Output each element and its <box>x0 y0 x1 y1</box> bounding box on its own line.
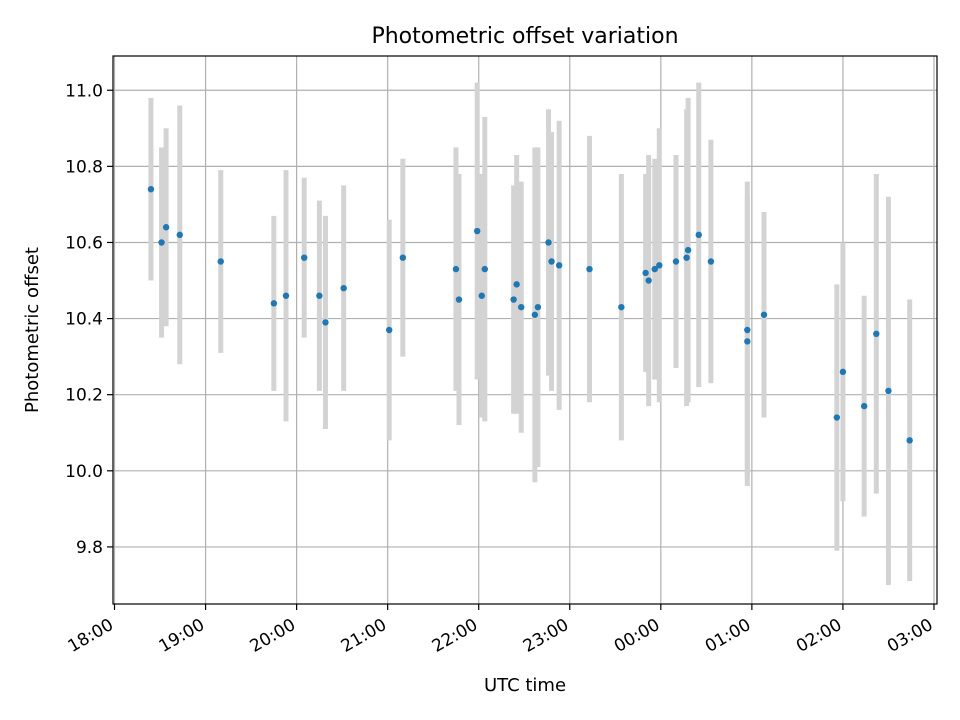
data-point <box>744 326 751 334</box>
x-tick-label: 00:00 <box>611 615 663 657</box>
data-point <box>586 265 593 273</box>
data-point <box>481 265 488 273</box>
data-point <box>906 437 913 444</box>
x-tick-label: 02:00 <box>793 615 845 657</box>
data-point <box>158 239 165 246</box>
data-point <box>684 246 692 254</box>
data-point <box>860 402 868 410</box>
x-axis-label: UTC time <box>484 675 566 696</box>
data-point <box>618 303 625 311</box>
y-tick-label: 10.2 <box>65 386 103 406</box>
y-tick-label: 10.4 <box>65 310 103 330</box>
data-point <box>833 414 841 421</box>
data-point <box>534 303 542 311</box>
data-point <box>322 319 329 326</box>
y-tick-label: 11.0 <box>65 81 103 101</box>
data-point <box>651 265 658 273</box>
data-point <box>707 258 715 265</box>
data-point <box>510 296 517 303</box>
x-tick-label: 20:00 <box>247 615 299 657</box>
data-point <box>385 326 393 334</box>
data-point <box>683 254 690 261</box>
data-point <box>645 277 652 284</box>
data-point <box>176 231 183 239</box>
x-tick-label: 19:00 <box>156 615 208 657</box>
data-point <box>478 292 485 299</box>
x-tick-label: 23:00 <box>520 615 572 657</box>
data-point <box>147 185 155 193</box>
data-point <box>270 300 278 307</box>
x-tick-label: 01:00 <box>702 615 754 657</box>
x-tick-label: 21:00 <box>338 615 390 657</box>
tick-layer: 18:00 19:00 20:00 21:00 22:00 23:00 00:00 01:00… <box>65 81 937 657</box>
plot-frame <box>112 55 938 605</box>
data-point <box>656 262 663 269</box>
data-point <box>531 311 539 318</box>
y-tick-label: 10.0 <box>65 462 103 482</box>
y-tick-label: 9.8 <box>76 538 103 558</box>
y-tick-label: 10.6 <box>65 233 103 253</box>
data-point <box>839 368 847 376</box>
data-point <box>455 296 463 303</box>
data-point <box>301 254 308 261</box>
data-point <box>217 258 224 265</box>
grid-layer <box>113 56 937 604</box>
data-point <box>513 281 520 288</box>
data-point <box>642 269 649 277</box>
data-point <box>873 330 880 338</box>
point-layer <box>147 185 913 444</box>
y-tick-label: 10.8 <box>65 157 103 177</box>
data-point <box>548 258 555 265</box>
data-point <box>760 311 768 318</box>
data-point <box>518 303 525 311</box>
data-point <box>399 254 407 261</box>
data-point <box>452 265 460 273</box>
data-point <box>473 227 481 235</box>
data-point <box>545 239 552 246</box>
data-point <box>340 284 347 292</box>
chart-title: Photometric offset variation <box>371 24 678 49</box>
data-point <box>744 338 751 345</box>
x-tick-label: 22:00 <box>429 615 481 657</box>
data-point <box>282 292 290 299</box>
data-point <box>695 231 702 239</box>
x-tick-label: 03:00 <box>884 615 936 657</box>
data-point <box>555 262 563 269</box>
errorbar-layer <box>148 82 913 585</box>
data-point <box>885 387 892 395</box>
data-point <box>672 258 680 265</box>
x-tick-label: 18:00 <box>65 615 117 657</box>
data-point <box>162 224 170 231</box>
y-axis-label: Photometric offset <box>22 247 43 413</box>
data-point <box>316 292 323 299</box>
